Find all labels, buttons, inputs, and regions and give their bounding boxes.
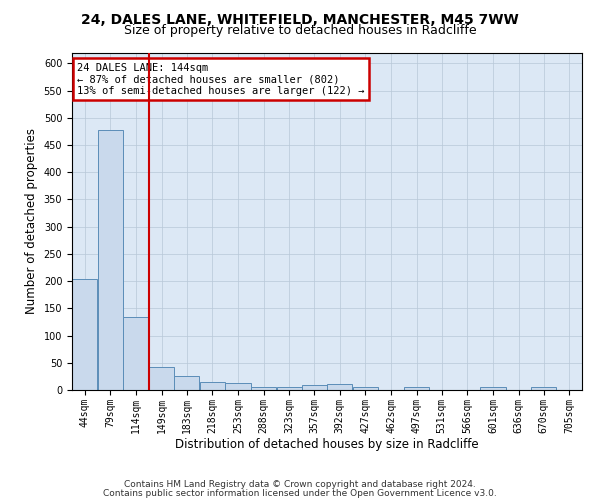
Bar xyxy=(174,376,199,390)
Text: 24, DALES LANE, WHITEFIELD, MANCHESTER, M45 7WW: 24, DALES LANE, WHITEFIELD, MANCHESTER, … xyxy=(81,12,519,26)
Bar xyxy=(404,388,430,390)
Bar xyxy=(251,388,276,390)
Bar xyxy=(226,384,251,390)
Bar xyxy=(124,316,149,390)
Text: Contains public sector information licensed under the Open Government Licence v3: Contains public sector information licen… xyxy=(103,489,497,498)
Bar xyxy=(72,280,97,390)
Bar xyxy=(302,384,327,390)
X-axis label: Distribution of detached houses by size in Radcliffe: Distribution of detached houses by size … xyxy=(175,438,479,452)
Bar xyxy=(98,130,123,390)
Bar xyxy=(149,367,175,390)
Y-axis label: Number of detached properties: Number of detached properties xyxy=(25,128,38,314)
Text: 24 DALES LANE: 144sqm
← 87% of detached houses are smaller (802)
13% of semi-det: 24 DALES LANE: 144sqm ← 87% of detached … xyxy=(77,62,365,96)
Bar xyxy=(200,382,225,390)
Bar xyxy=(481,388,506,390)
Bar xyxy=(277,388,302,390)
Bar xyxy=(353,388,378,390)
Text: Size of property relative to detached houses in Radcliffe: Size of property relative to detached ho… xyxy=(124,24,476,37)
Bar xyxy=(531,388,556,390)
Bar xyxy=(327,384,352,390)
Text: Contains HM Land Registry data © Crown copyright and database right 2024.: Contains HM Land Registry data © Crown c… xyxy=(124,480,476,489)
